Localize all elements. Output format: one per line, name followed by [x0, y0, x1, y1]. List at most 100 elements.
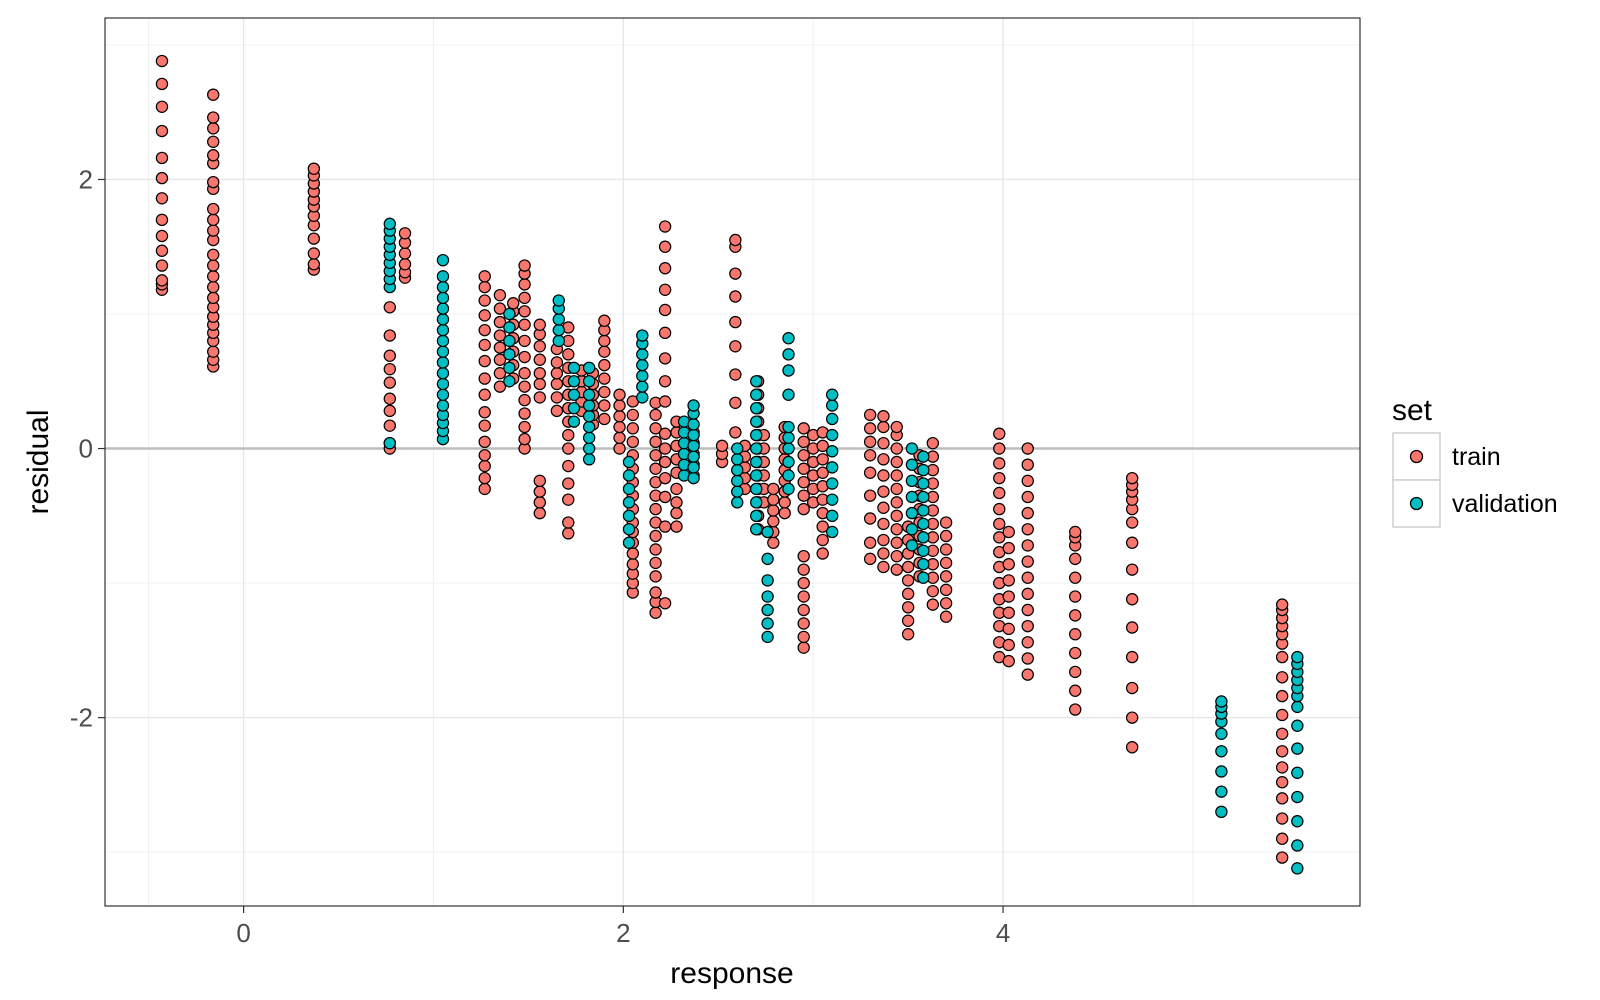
x-tick-label: 0 — [236, 918, 250, 948]
validation-point — [761, 617, 774, 630]
train-point — [533, 391, 546, 404]
train-point — [518, 305, 531, 318]
train-point — [562, 527, 575, 540]
validation-point — [503, 307, 516, 321]
x-axis: 0 2 4 — [236, 906, 1010, 948]
train-point — [1021, 539, 1034, 552]
train-point — [729, 396, 742, 409]
train-point — [658, 455, 672, 469]
train-point — [1002, 638, 1015, 652]
train-point — [383, 376, 396, 389]
train-point — [478, 482, 491, 496]
validation-point — [825, 412, 839, 426]
train-point — [626, 422, 640, 435]
validation-point — [731, 474, 744, 488]
train-point — [926, 584, 940, 598]
train-point — [493, 329, 507, 342]
validation-point — [552, 313, 565, 326]
validation-point — [782, 420, 795, 434]
train-point — [797, 549, 810, 563]
validation-point — [436, 323, 450, 337]
train-point — [307, 247, 321, 260]
train-point — [901, 614, 915, 627]
train-point — [562, 516, 575, 529]
train-point — [478, 309, 491, 322]
train-point — [518, 334, 531, 348]
train-point — [658, 303, 672, 317]
train-point — [398, 258, 412, 271]
train-point — [1002, 558, 1015, 571]
train-point — [613, 420, 626, 434]
validation-point — [1215, 695, 1228, 708]
train-point — [715, 439, 729, 453]
train-point — [613, 399, 626, 412]
train-point — [550, 391, 564, 404]
validation-point — [622, 455, 636, 469]
validation-point — [622, 482, 636, 496]
validation-point — [636, 369, 649, 383]
train-point — [533, 485, 546, 498]
train-point — [658, 262, 672, 275]
train-point — [863, 466, 877, 479]
train-point — [533, 474, 546, 488]
train-point — [518, 432, 531, 446]
train-point — [658, 240, 672, 253]
validation-point — [1291, 700, 1304, 714]
train-point — [598, 399, 611, 412]
validation-point — [567, 375, 581, 388]
train-point — [207, 202, 220, 216]
train-point — [598, 372, 611, 385]
validation-point — [436, 356, 450, 369]
validation-point — [687, 461, 700, 474]
train-point — [518, 278, 531, 291]
validation-point — [750, 496, 763, 509]
train-point — [816, 520, 829, 533]
train-point — [658, 220, 672, 233]
validation-point — [782, 332, 795, 345]
train-point — [890, 442, 903, 455]
train-point — [562, 428, 575, 442]
train-point — [1068, 628, 1082, 641]
validation-point — [825, 461, 839, 474]
train-point — [398, 227, 412, 240]
train-point — [493, 367, 507, 380]
train-point — [729, 426, 742, 439]
train-point — [1125, 650, 1139, 664]
train-point — [1002, 606, 1015, 619]
train-point — [533, 506, 546, 520]
train-point — [1021, 652, 1034, 665]
train-point — [658, 442, 672, 455]
train-point — [518, 350, 531, 364]
train-point — [939, 543, 953, 556]
train-point — [926, 598, 940, 611]
train-point — [1002, 590, 1015, 603]
train-point — [658, 490, 672, 504]
train-point — [1068, 665, 1082, 679]
validation-point — [582, 420, 596, 434]
validation-point — [761, 574, 774, 587]
train-point — [478, 419, 491, 432]
train-point — [863, 449, 877, 462]
legend-label-train: train — [1452, 443, 1501, 471]
validation-point — [917, 571, 930, 584]
train-point — [797, 641, 810, 654]
train-point — [1275, 708, 1289, 722]
validation-point — [782, 388, 795, 401]
train-point — [797, 449, 810, 462]
train-point — [890, 536, 903, 549]
validation-point — [687, 418, 700, 431]
train-point — [493, 341, 507, 354]
train-point — [207, 248, 220, 261]
train-point — [533, 496, 546, 509]
validation-point — [917, 477, 930, 490]
train-point — [797, 563, 810, 576]
validation-point — [1215, 785, 1228, 798]
validation-point — [761, 630, 774, 644]
train-point — [1068, 684, 1082, 697]
validation-point — [917, 517, 930, 531]
series-train-points — [155, 54, 1289, 864]
train-point — [562, 459, 575, 473]
legend: set train validation — [1392, 394, 1558, 528]
train-point — [383, 419, 396, 432]
train-point — [1275, 598, 1289, 611]
